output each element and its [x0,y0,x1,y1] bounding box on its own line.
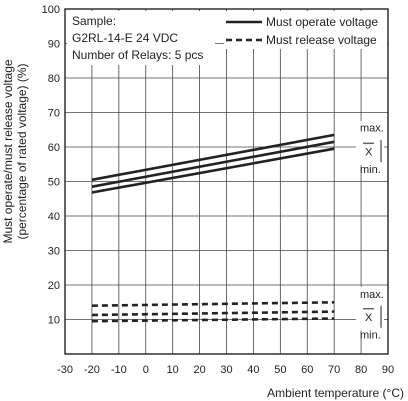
y-axis-title-line1: Must operate/must release voltage [1,59,15,243]
x-tick-label: -20 [84,364,100,376]
operate-min-label: min. [360,164,381,176]
series-operate-line [91,140,335,188]
axes: -30 -20 -10 0 10 20 30 40 50 60 70 80 90 10 20 30 40 50 60… [42,4,394,376]
x-tick-label: 30 [220,364,232,376]
x-tick-label: 10 [167,364,179,376]
y-tick-label: 50 [48,177,60,189]
y-tick-label: 20 [48,280,60,292]
x-tick-label: 80 [355,364,367,376]
x-tick-label: 20 [193,364,205,376]
x-tick-label: 70 [328,364,340,376]
x-tick-label: 60 [301,364,313,376]
x-tick-label: 90 [382,364,394,376]
x-tick-label: 50 [274,364,286,376]
series [91,133,335,323]
x-tick-label: 0 [143,364,149,376]
series-release-line [91,301,335,307]
x-tick-label: 40 [247,364,259,376]
y-tick-label: 40 [48,211,60,223]
release-max-label: max. [360,289,384,301]
sample-model: G2RL-14-E 24 VDC [72,31,178,45]
sample-annotation: Sample: G2RL-14-E 24 VDC Number of Relay… [67,11,215,65]
y-tick-label: 60 [48,142,60,154]
y-tick-label: 10 [48,315,60,327]
legend-label-release: Must release voltage [266,33,377,47]
sample-label: Sample: [72,14,116,28]
operate-max-label: max. [360,122,384,134]
release-min-label: min. [360,329,381,341]
series-operate-line [91,147,335,194]
y-tick-label: 80 [48,73,60,85]
series-release-line [91,317,335,323]
y-axis-title-line2: (percentage of rated voltage) (%) [15,63,29,239]
legend-label-operate: Must operate voltage [266,15,378,29]
y-tick-label: 70 [48,108,60,120]
x-axis-title: Ambient temperature (°C) [267,386,404,400]
x-tick-label: -10 [111,364,127,376]
y-tick-label: 100 [42,4,60,16]
y-tick-label: 90 [48,39,60,51]
sample-count: Number of Relays: 5 pcs [72,48,203,62]
series-operate-line [91,133,335,182]
grid [65,9,388,354]
series-release-line [91,310,335,317]
legend: Must operate voltage Must release voltag… [224,11,387,49]
plot-frame [64,8,389,355]
x-tick-label: -30 [57,364,73,376]
release-mean-label: X [365,312,373,324]
operate-mean-label: X [365,146,373,158]
y-tick-label: 30 [48,246,60,258]
stat-labels: max. X min. max. X min. [356,121,384,341]
